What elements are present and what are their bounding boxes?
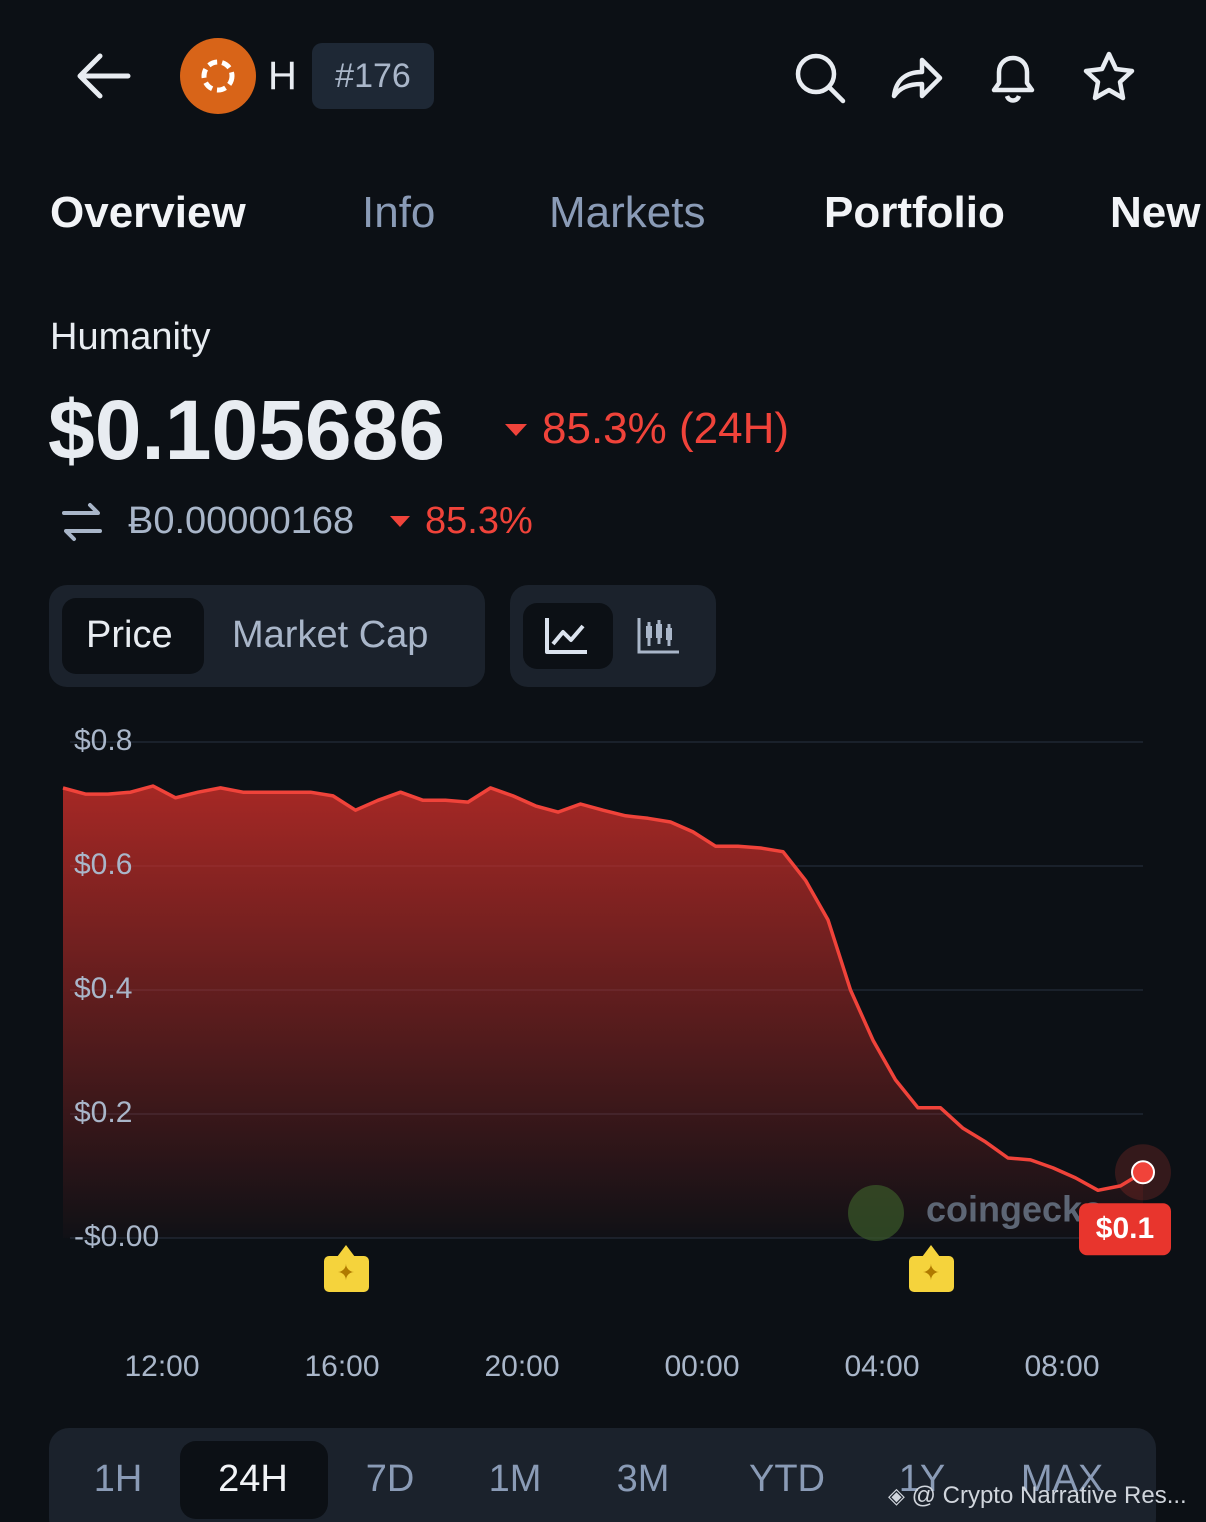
tab[interactable]: New [1110, 188, 1201, 237]
btc-change: 85.3% [425, 500, 533, 542]
coin-name: Humanity [50, 316, 211, 358]
candle-chart-icon[interactable] [636, 616, 682, 656]
range-selected [180, 1441, 328, 1519]
search-icon[interactable] [790, 48, 850, 108]
y-tick-label: $0.2 [74, 1096, 132, 1129]
toggle-selected [62, 598, 204, 674]
toggle-option[interactable]: Price [86, 614, 173, 656]
last-point [1131, 1160, 1155, 1185]
current-label-box [1079, 1203, 1171, 1256]
range-button[interactable]: MAX [1020, 1458, 1104, 1500]
range-button[interactable]: 1Y [898, 1458, 946, 1500]
area-fill [63, 786, 1143, 1238]
x-tick-label: 20:00 [484, 1350, 559, 1383]
line-chart-icon[interactable] [544, 616, 590, 656]
price: $0.105686 [48, 383, 446, 477]
svg-text:✦: ✦ [337, 1260, 355, 1285]
down-arrow [390, 516, 410, 527]
range-button[interactable]: 3M [616, 1458, 670, 1500]
y-tick-label: $0.8 [74, 724, 132, 757]
x-tick-label: 16:00 [304, 1350, 379, 1383]
y-tick-label: -$0.00 [74, 1220, 159, 1253]
current-label: $0.1 [1096, 1212, 1154, 1245]
tab[interactable]: Markets [549, 188, 706, 237]
coin-symbol: H [268, 54, 297, 98]
tab[interactable]: Portfolio [824, 188, 1005, 237]
range-button[interactable]: 1H [93, 1458, 143, 1500]
event-marker: ✦ [909, 1245, 954, 1292]
btc-price: Ƀ0.00000168 [128, 500, 355, 542]
toggle-option[interactable]: Market Cap [232, 614, 429, 656]
coin-logo [180, 38, 256, 114]
price-change: 85.3% (24H) [542, 404, 790, 453]
share-icon[interactable] [888, 52, 944, 102]
tab[interactable]: Overview [50, 188, 246, 237]
range-button[interactable]: YTD [749, 1458, 825, 1500]
back-button[interactable] [72, 50, 134, 102]
x-tick-label: 00:00 [664, 1350, 739, 1383]
credit-text: @ Crypto Narrative Res... [911, 1482, 1187, 1509]
credit: ◈ @ Crypto Narrative Res... [888, 1482, 1187, 1509]
y-tick-label: $0.6 [74, 848, 132, 881]
watermark: coingecko [848, 1185, 1104, 1241]
range-button[interactable]: 24H [218, 1458, 288, 1500]
y-tick-label: $0.4 [74, 972, 132, 1005]
range-button[interactable]: 7D [365, 1458, 415, 1500]
price-line [62, 784, 1144, 1193]
x-tick-label: 08:00 [1024, 1350, 1099, 1383]
svg-text:✦: ✦ [922, 1260, 940, 1285]
tab[interactable]: Info [362, 188, 436, 237]
event-marker: ✦ [324, 1245, 369, 1292]
favorite-icon[interactable] [1082, 50, 1136, 104]
rank-badge: #176 [312, 43, 434, 109]
range-button[interactable]: 1M [488, 1458, 542, 1500]
alert-icon[interactable] [986, 48, 1040, 106]
watermark-text: coingecko [926, 1189, 1104, 1230]
x-tick-label: 04:00 [844, 1350, 919, 1383]
down-arrow [505, 424, 527, 436]
x-tick-label: 12:00 [124, 1350, 199, 1383]
convert-icon [62, 503, 102, 541]
price-chart: coingecko ✦ ✦ $0.8 $0.6 $0.4 $0.2 -$0.00 12:0… [62, 724, 1171, 1383]
